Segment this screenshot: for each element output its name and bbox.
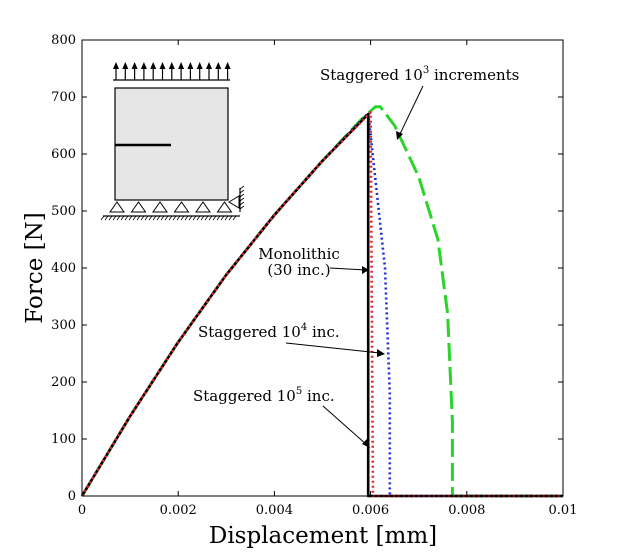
side-support-triangle — [228, 195, 240, 209]
side-hatch-line — [239, 189, 245, 194]
roller-support-icon — [216, 201, 233, 213]
load-arrowhead-icon — [168, 62, 175, 69]
hatch-line — [100, 215, 105, 221]
hatch-line — [188, 215, 193, 221]
y-tick-label: 800 — [51, 33, 76, 48]
annotation-10e5-inc: Staggered 105 inc. — [193, 386, 335, 405]
y-tick-label: 600 — [51, 147, 76, 162]
hatch-line — [112, 215, 117, 221]
roller-support-icon — [109, 201, 125, 213]
arrow-10e3 — [398, 85, 424, 137]
side-hatch-line — [239, 185, 245, 190]
hatch-line — [204, 215, 209, 221]
y-tick-label: 700 — [51, 90, 76, 105]
hatch-line — [136, 215, 141, 221]
hatch-line — [144, 215, 149, 221]
arrow-10e4 — [285, 342, 381, 354]
load-arrowhead-icon — [150, 62, 157, 69]
x-tick-label: 0.002 — [160, 503, 197, 518]
x-tick-label: 0.006 — [352, 503, 389, 518]
side-support-icon — [228, 185, 245, 212]
hatch-line — [196, 215, 201, 221]
hatch-line — [128, 215, 133, 221]
annotation-monolithic: Monolithic — [258, 245, 340, 263]
side-hatch-line — [239, 197, 245, 202]
arrowhead-10e5 — [362, 439, 370, 448]
load-arrowhead-icon — [140, 62, 147, 69]
x-axis-title: Displacement [mm] — [209, 523, 437, 549]
hatch-line — [124, 215, 129, 221]
hatch-line — [172, 215, 177, 221]
hatch-line — [232, 215, 237, 221]
load-arrowhead-icon — [131, 62, 138, 69]
hatch-line — [180, 215, 185, 221]
load-arrowhead-icon — [224, 62, 231, 69]
load-arrowhead-icon — [122, 62, 129, 69]
y-tick-label: 300 — [51, 318, 76, 333]
annotation-arrows — [285, 85, 424, 448]
load-arrowhead-icon — [215, 62, 222, 69]
load-arrowhead-icon — [206, 62, 212, 69]
side-hatch-line — [239, 201, 245, 206]
hatch-line — [200, 215, 205, 221]
load-arrowhead-icon — [159, 62, 166, 69]
specimen-schematic — [100, 62, 245, 221]
hatch-line — [108, 215, 113, 221]
y-axis-title: Force [N] — [22, 212, 48, 323]
arrowhead-10e3 — [396, 131, 403, 140]
hatch-line — [152, 215, 157, 221]
hatch-line — [156, 215, 161, 221]
hatch-line — [228, 215, 233, 221]
hatch-line — [208, 215, 213, 221]
hatch-line — [220, 215, 225, 221]
hatch-line — [160, 215, 165, 221]
side-hatch-line — [239, 193, 245, 198]
annotation-10e4-inc: Staggered 104 inc. — [198, 322, 340, 341]
hatch-line — [140, 215, 145, 221]
hatch-line — [116, 215, 121, 221]
hatch-line — [212, 215, 217, 221]
hatch-line — [148, 215, 153, 221]
y-tick-label: 500 — [51, 204, 76, 219]
load-arrowhead-icon — [196, 62, 203, 69]
hatch-line — [120, 215, 125, 221]
y-tick-label: 400 — [51, 261, 76, 276]
load-arrowhead-icon — [187, 62, 194, 69]
series-staggered-10-5-inc- — [80, 111, 563, 498]
arrowhead-10e4 — [377, 349, 385, 357]
y-tick-label: 100 — [51, 432, 76, 447]
annotation-monolithic-inc: (30 inc.) — [267, 261, 330, 279]
y-tick-label: 0 — [68, 489, 76, 504]
hatch-line — [168, 215, 173, 221]
hatch-line — [184, 215, 189, 221]
x-tick-label: 0.01 — [549, 503, 578, 518]
load-arrows — [113, 62, 231, 81]
hatch-line — [164, 215, 169, 221]
hatch-line — [216, 215, 221, 221]
roller-support-icon — [130, 201, 147, 213]
roller-support-icon — [152, 201, 168, 213]
hatch-line — [224, 215, 229, 221]
annotation-10e3-increments: Staggered 103 increments — [320, 65, 519, 84]
x-tick-label: 0 — [78, 503, 86, 518]
load-arrowhead-icon — [113, 62, 119, 69]
x-tick-label: 0.004 — [256, 503, 293, 518]
roller-supports — [109, 201, 233, 213]
arrow-monolithic — [329, 267, 367, 271]
hatch-line — [104, 215, 109, 221]
load-arrowhead-icon — [178, 62, 185, 69]
ground-hatch-icon — [100, 215, 237, 221]
y-tick-label: 200 — [51, 375, 76, 390]
hatch-line — [176, 215, 181, 221]
roller-support-icon — [195, 201, 211, 213]
x-tick-label: 0.008 — [448, 503, 485, 518]
arrow-10e5 — [322, 405, 368, 446]
hatch-line — [192, 215, 197, 221]
side-hatch-line — [239, 205, 245, 210]
roller-support-icon — [173, 201, 190, 213]
series-staggered-10-4-inc- — [80, 111, 563, 498]
hatch-line — [132, 215, 137, 221]
arrowhead-monolithic — [362, 266, 369, 274]
